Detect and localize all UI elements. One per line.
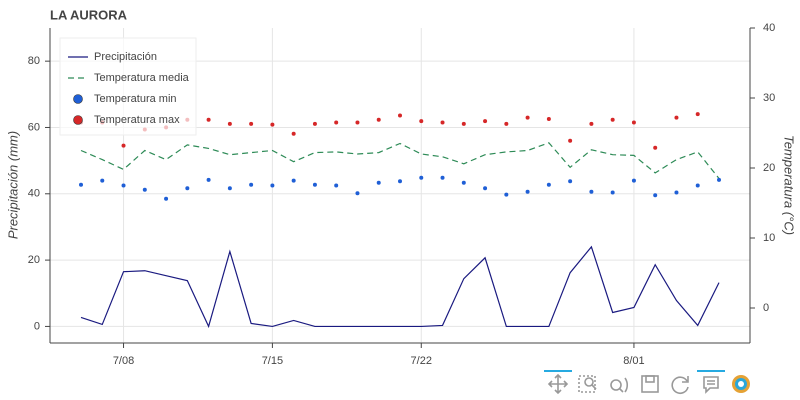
y-tick-label: 60 <box>28 121 40 133</box>
save-tool[interactable] <box>641 375 659 393</box>
point <box>568 138 573 143</box>
point <box>695 112 700 117</box>
point <box>142 187 147 192</box>
point <box>249 121 254 126</box>
point <box>291 131 296 136</box>
point <box>100 178 105 183</box>
point <box>270 122 275 127</box>
point <box>440 120 445 125</box>
point <box>568 179 573 184</box>
point <box>589 121 594 126</box>
point <box>717 177 721 182</box>
point <box>525 189 530 194</box>
point <box>312 182 317 187</box>
point <box>227 186 232 191</box>
legend-label: Precipitación <box>94 51 157 63</box>
point <box>355 191 360 196</box>
point <box>334 183 339 188</box>
y-tick-label: 20 <box>28 254 40 266</box>
hover-tool[interactable] <box>703 376 719 394</box>
point <box>398 113 402 118</box>
point <box>440 175 445 180</box>
wheel-zoom-tool[interactable] <box>610 377 629 393</box>
chart-title: LA AURORA <box>50 7 128 22</box>
y2-tick-label: 0 <box>763 302 769 314</box>
x-tick-label: 7/15 <box>262 355 283 367</box>
point <box>504 121 509 126</box>
y2-tick-label: 30 <box>763 92 775 104</box>
reset-tool[interactable] <box>671 376 689 394</box>
point <box>419 175 424 180</box>
point <box>695 183 700 188</box>
point <box>334 120 339 125</box>
point <box>398 179 402 184</box>
point <box>121 183 126 188</box>
point <box>376 180 381 185</box>
point <box>206 177 211 182</box>
point <box>461 121 466 126</box>
point <box>546 182 551 187</box>
point <box>376 117 381 122</box>
legend-swatch <box>73 94 83 104</box>
point <box>674 115 679 120</box>
point <box>525 115 530 120</box>
legend-box <box>59 37 197 136</box>
point <box>249 182 254 187</box>
point <box>79 182 83 187</box>
point <box>653 145 658 150</box>
pan-tool[interactable] <box>547 373 569 395</box>
point <box>610 117 615 122</box>
y-tick-label: 40 <box>28 188 40 200</box>
x-tick-label: 7/08 <box>113 355 134 367</box>
legend-label: Temperatura max <box>94 114 180 126</box>
toolbar <box>544 370 750 395</box>
point <box>610 190 615 195</box>
point <box>483 119 488 124</box>
legend-swatch <box>73 115 83 125</box>
legend-label: Temperatura media <box>94 72 190 84</box>
point <box>312 121 317 126</box>
line <box>80 245 720 329</box>
point <box>206 117 211 122</box>
y-tick-label: 0 <box>34 320 40 332</box>
point <box>546 117 551 121</box>
point <box>227 121 232 126</box>
point <box>164 196 169 201</box>
point <box>291 178 296 183</box>
point <box>674 190 679 195</box>
point <box>631 120 636 125</box>
point <box>270 183 275 188</box>
y-axis-label: Precipitación (mm) <box>5 131 20 239</box>
point <box>419 119 424 124</box>
y2-tick-label: 10 <box>763 232 775 244</box>
box-zoom-tool[interactable] <box>578 375 597 393</box>
x-tick-label: 8/01 <box>623 355 644 367</box>
y2-tick-label: 20 <box>763 162 775 174</box>
y2-tick-label: 40 <box>763 22 775 34</box>
point <box>185 186 190 191</box>
x-tick-label: 7/22 <box>411 355 432 367</box>
point <box>653 193 658 198</box>
point <box>461 180 466 185</box>
point <box>121 143 126 148</box>
point <box>355 120 360 125</box>
point <box>589 189 594 194</box>
y-tick-label: 80 <box>28 55 40 67</box>
point <box>504 192 509 197</box>
y2-axis-label: Temperatura (°C) <box>782 135 797 235</box>
legend-label: Temperatura min <box>94 93 177 105</box>
point <box>631 178 636 183</box>
line <box>80 142 720 179</box>
point <box>483 186 488 191</box>
bokeh-logo[interactable] <box>732 375 750 393</box>
